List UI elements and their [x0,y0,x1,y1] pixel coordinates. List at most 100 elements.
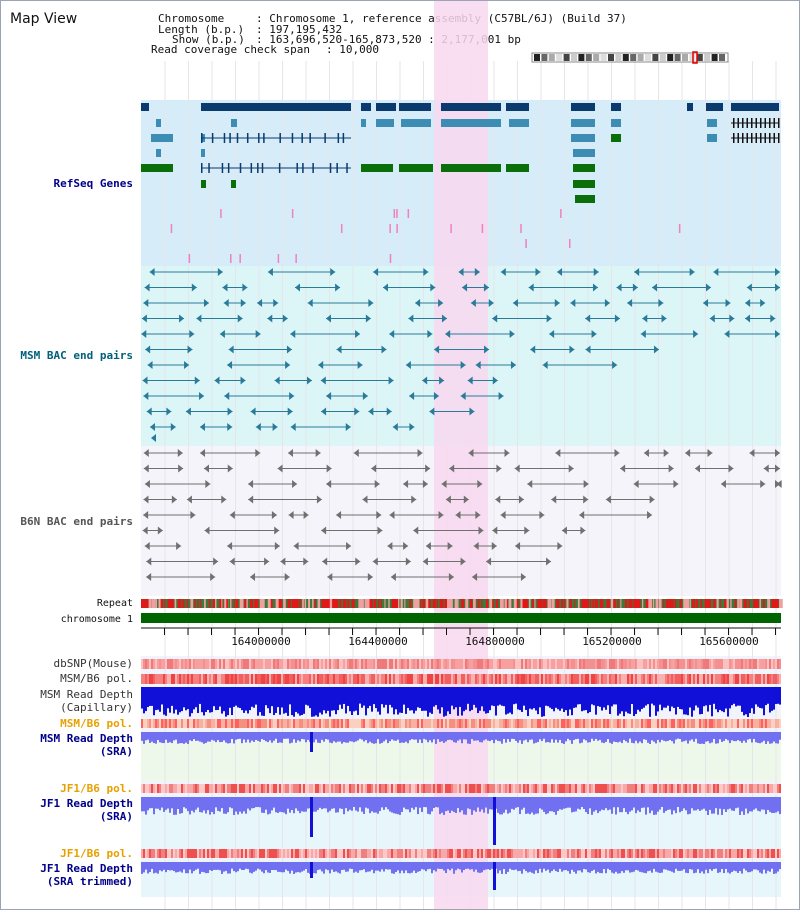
msm-cap-depth-bar [553,687,555,712]
b6n-bac-pair-end [663,449,669,457]
msm-pol-2-cell [435,719,437,728]
msm-sra-depth-bar [675,732,677,740]
msm-cap-depth-bar [737,687,739,706]
dbsnp-cell [551,659,553,669]
dbsnp-cell [561,659,563,669]
msm-pol-cell [619,674,621,684]
dbsnp-cell [171,659,173,669]
msm-pol-cell [411,674,413,684]
jf1-trim-depth-bar [191,862,193,874]
ideogram-band [711,54,718,61]
jf1-pol-cell [765,784,767,793]
b6n-bac-pair-end [448,573,454,581]
msm-pol-2-cell [343,719,345,728]
jf1-trim-depth-bar [695,862,697,873]
jf1-trim-depth-bar [597,862,599,872]
jf1-sra-depth-bar [557,797,559,811]
dbsnp-cell [605,659,607,669]
jf1-pol-cell [371,784,373,793]
jf1-sra-depth-bar [141,797,143,812]
dbsnp-cell [755,659,757,669]
msm-cap-depth-bar [275,687,277,713]
msm-pol-2-cell [217,719,219,728]
msm-bac-pair-end [150,423,156,431]
msm-bac-pair-end [282,314,288,323]
msm-cap-depth-bar [415,687,417,711]
jf1-pol-2-cell [297,849,299,858]
jf1-trim-depth-bar [757,862,759,871]
jf1-pol-2-cell [577,849,579,858]
track-label-jf1-depth-sra-2: (SRA) [99,810,133,823]
msm-sra-depth-bar [227,732,229,744]
msm-bac-pair-end [492,376,498,385]
jf1-sra-depth-bar [629,797,631,812]
msm-cap-depth-bar [551,687,553,709]
jf1-sra-depth-bar [445,797,447,812]
msm-sra-depth-bar [217,732,219,741]
msm-pol-2-cell [773,719,775,728]
dbsnp-cell [581,659,583,669]
jf1-trim-depth-bar [403,862,405,874]
dbsnp-cell [193,659,195,669]
jf1-pol-2-cell [601,849,603,858]
msm-pol-cell [685,674,687,684]
msm-pol-cell [641,674,643,684]
repeat-element [439,599,444,608]
msm-pol-cell [169,674,171,684]
jf1-sra-depth-bar [453,797,455,812]
dbsnp-cell [537,659,539,669]
gene-exon [755,118,757,128]
msm-pol-cell [743,674,745,684]
jf1-pol-cell [205,784,207,793]
jf1-pol-2-cell [239,849,241,858]
jf1-pol-2-cell [727,849,729,858]
jf1-trim-depth-bar [549,862,551,873]
jf1-pol-cell [169,784,171,793]
msm-pol-2-cell [373,719,375,728]
msm-pol-2-cell [593,719,595,728]
msm-pol-cell [751,674,753,684]
msm-bac-pair-end [272,423,278,431]
msm-sra-depth-bar [303,732,305,740]
repeat-element [364,599,369,608]
jf1-trim-depth-bar [581,862,583,873]
jf1-pol-2-cell [583,849,585,858]
jf1-sra-depth-bar [175,797,177,815]
dbsnp-cell [387,659,389,669]
repeat-element [339,599,342,608]
b6n-bac-pair-end [417,449,423,457]
jf1-pol-2-cell [399,849,401,858]
jf1-trim-depth-bar [775,862,777,874]
msm-cap-depth-bar [687,687,689,716]
gene-exon [760,118,762,128]
jf1-trim-depth-bar [639,862,641,872]
msm-pol-2-cell [561,719,563,728]
b6n-bac-pair-end [227,464,233,473]
jf1-pol-2-cell [697,849,699,858]
msm-pol-2-cell [287,719,289,728]
msm-pol-2-cell [415,719,417,728]
jf1-trim-depth-bar [453,862,455,874]
jf1-sra-depth-bar [167,797,169,809]
refseq-marker [393,209,396,218]
msm-sra-depth-bar [517,732,519,743]
jf1-sra-depth-bar [227,797,229,813]
msm-bac-pair-end [415,299,421,307]
jf1-pol-cell [409,784,411,793]
dbsnp-cell [343,659,345,669]
msm-pol-2-cell [691,719,693,728]
msm-pol-cell [225,674,227,684]
msm-sra-depth-bar [431,732,433,743]
jf1-pol-2-cell [471,849,473,858]
msm-pol-2-cell [719,719,721,728]
msm-sra-depth-bar [773,732,775,742]
jf1-trim-depth-bar-spike [310,862,313,878]
jf1-trim-depth-bar [341,862,343,871]
msm-pol-cell [533,674,535,684]
jf1-trim-depth-bar [471,862,473,870]
msm-cap-depth-bar [539,687,541,708]
msm-sra-depth-bar [723,732,725,741]
repeat-element [436,599,439,608]
gene-feature [441,103,501,111]
